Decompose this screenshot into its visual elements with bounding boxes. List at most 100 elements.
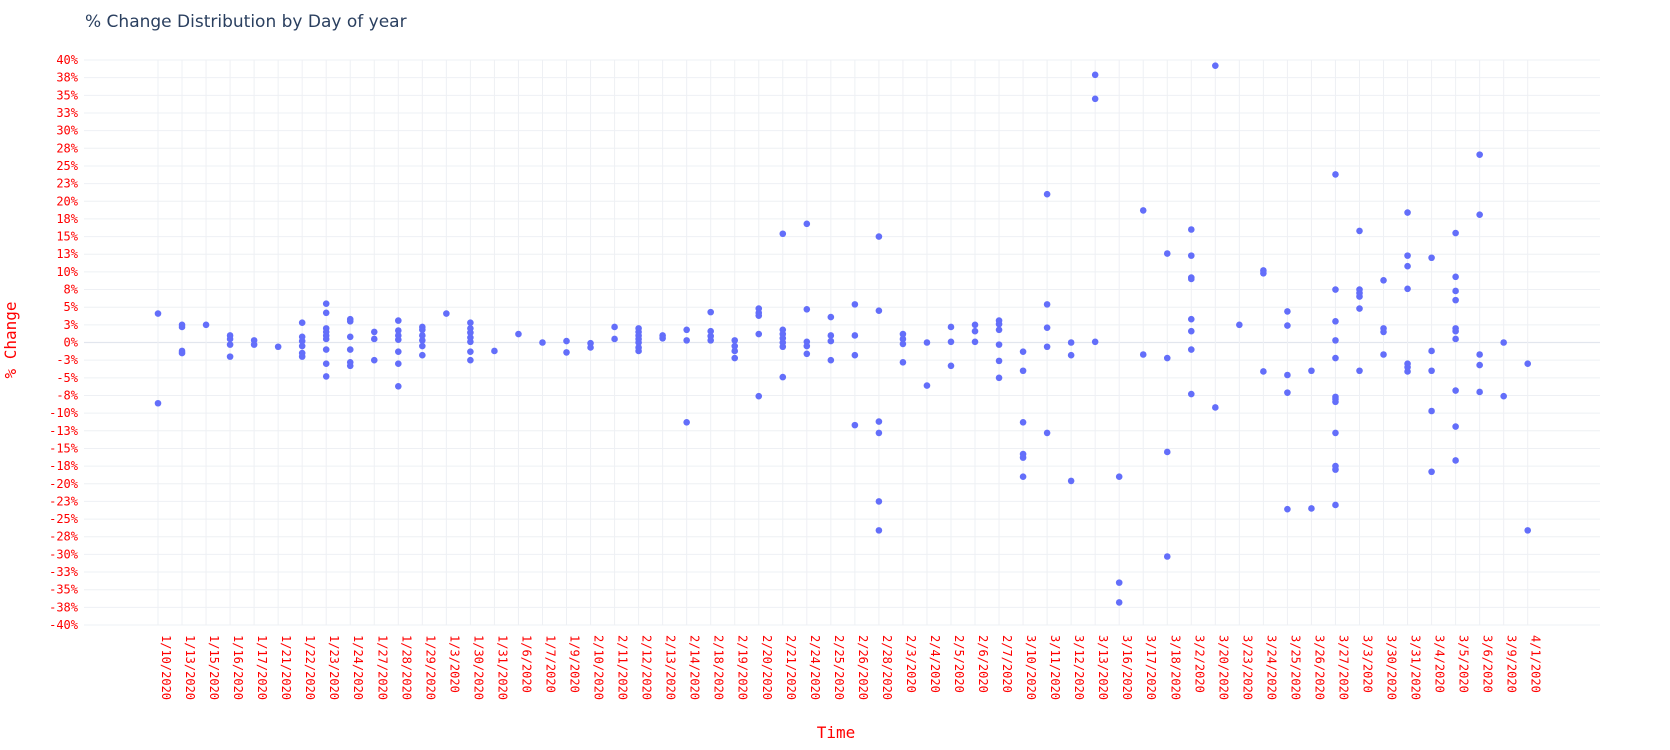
data-point[interactable]: [1332, 337, 1339, 344]
data-point[interactable]: [395, 360, 402, 367]
data-point[interactable]: [1500, 339, 1507, 346]
data-point[interactable]: [1284, 322, 1291, 329]
data-point[interactable]: [1332, 429, 1339, 437]
data-point[interactable]: [1332, 318, 1339, 325]
data-point[interactable]: [370, 335, 378, 343]
data-point[interactable]: [1452, 296, 1459, 304]
data-point[interactable]: [731, 354, 739, 362]
data-point[interactable]: [1452, 457, 1459, 464]
data-point[interactable]: [995, 357, 1003, 365]
data-point[interactable]: [419, 337, 426, 344]
data-point[interactable]: [1524, 527, 1532, 534]
data-point[interactable]: [1236, 321, 1243, 329]
data-point[interactable]: [250, 341, 258, 348]
data-point[interactable]: [1187, 327, 1195, 335]
data-point[interactable]: [395, 348, 402, 355]
data-point[interactable]: [947, 338, 955, 346]
data-point[interactable]: [467, 356, 474, 364]
data-point[interactable]: [322, 373, 330, 380]
data-point[interactable]: [707, 327, 714, 335]
data-point[interactable]: [611, 335, 618, 343]
data-point[interactable]: [1500, 392, 1507, 400]
data-point[interactable]: [1356, 367, 1363, 375]
data-point[interactable]: [731, 337, 739, 344]
data-point[interactable]: [1260, 368, 1267, 375]
data-point[interactable]: [395, 382, 402, 390]
data-point[interactable]: [1187, 275, 1195, 283]
data-point[interactable]: [947, 362, 955, 370]
data-point[interactable]: [1356, 305, 1363, 312]
data-point[interactable]: [1067, 351, 1075, 359]
data-point[interactable]: [1067, 339, 1075, 346]
data-point[interactable]: [1404, 209, 1411, 216]
data-point[interactable]: [1452, 387, 1459, 394]
data-point[interactable]: [1212, 404, 1219, 411]
data-point[interactable]: [395, 317, 402, 324]
data-point[interactable]: [899, 330, 907, 338]
data-point[interactable]: [1187, 226, 1195, 233]
data-point[interactable]: [226, 341, 234, 348]
data-point[interactable]: [467, 329, 474, 336]
data-point[interactable]: [1404, 252, 1411, 259]
data-point[interactable]: [827, 356, 835, 364]
data-point[interactable]: [995, 326, 1003, 334]
data-point[interactable]: [1187, 315, 1195, 323]
data-point[interactable]: [851, 301, 859, 308]
data-point[interactable]: [1476, 361, 1483, 369]
data-point[interactable]: [1187, 346, 1195, 353]
data-point[interactable]: [1139, 351, 1147, 358]
data-point[interactable]: [731, 342, 739, 350]
data-point[interactable]: [995, 374, 1003, 382]
data-point[interactable]: [178, 349, 186, 357]
data-point[interactable]: [1380, 351, 1387, 358]
data-point[interactable]: [419, 326, 426, 334]
data-point[interactable]: [1308, 367, 1315, 375]
data-point[interactable]: [1187, 252, 1195, 259]
data-point[interactable]: [1091, 95, 1099, 103]
data-point[interactable]: [298, 342, 306, 350]
data-point[interactable]: [1332, 354, 1339, 362]
data-point[interactable]: [370, 356, 378, 364]
data-point[interactable]: [995, 341, 1003, 348]
data-point[interactable]: [1356, 293, 1363, 300]
data-point[interactable]: [1452, 287, 1459, 295]
data-point[interactable]: [899, 335, 907, 343]
data-point[interactable]: [923, 339, 931, 346]
data-point[interactable]: [1332, 171, 1339, 178]
data-point[interactable]: [1043, 190, 1051, 198]
data-point[interactable]: [803, 350, 811, 358]
data-point[interactable]: [1428, 407, 1435, 415]
data-point[interactable]: [1308, 505, 1315, 512]
data-point[interactable]: [1115, 599, 1123, 606]
data-point[interactable]: [1187, 390, 1195, 398]
data-point[interactable]: [1380, 328, 1387, 336]
data-point[interactable]: [322, 360, 330, 367]
data-point[interactable]: [419, 351, 426, 359]
data-point[interactable]: [1428, 468, 1435, 476]
data-point[interactable]: [683, 326, 690, 334]
data-point[interactable]: [971, 327, 979, 335]
data-point[interactable]: [587, 344, 594, 351]
data-point[interactable]: [346, 318, 354, 325]
data-point[interactable]: [827, 313, 835, 321]
data-point[interactable]: [1019, 454, 1027, 461]
data-point[interactable]: [322, 346, 330, 353]
data-point[interactable]: [1019, 419, 1027, 426]
data-point[interactable]: [298, 353, 306, 360]
data-point[interactable]: [1163, 354, 1171, 362]
data-point[interactable]: [1332, 466, 1339, 473]
data-point[interactable]: [1428, 254, 1435, 262]
data-point[interactable]: [467, 338, 474, 346]
data-point[interactable]: [1452, 335, 1459, 343]
data-point[interactable]: [1284, 308, 1291, 315]
data-point[interactable]: [1404, 285, 1411, 293]
data-point[interactable]: [875, 418, 883, 425]
data-point[interactable]: [875, 429, 883, 437]
data-point[interactable]: [515, 330, 522, 338]
data-point[interactable]: [1476, 388, 1483, 396]
data-point[interactable]: [923, 382, 931, 389]
data-point[interactable]: [1428, 347, 1435, 355]
data-point[interactable]: [683, 419, 690, 426]
data-point[interactable]: [1212, 62, 1219, 69]
data-point[interactable]: [395, 336, 402, 343]
